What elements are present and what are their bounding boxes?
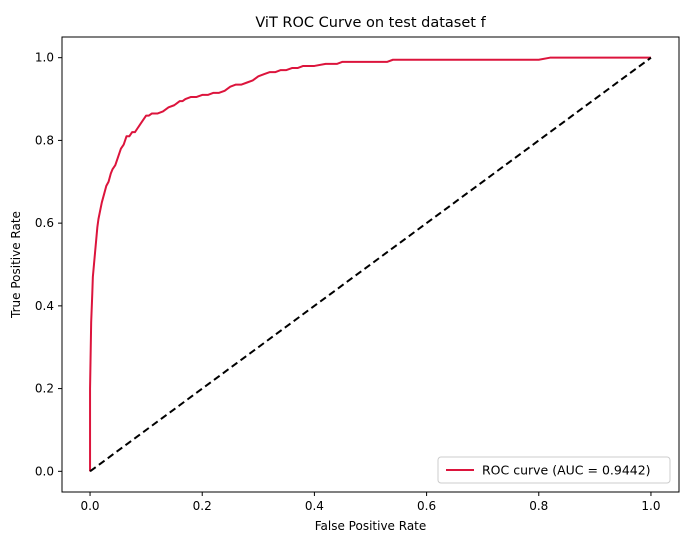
y-tick-label: 0.2 <box>35 382 54 396</box>
y-tick-label: 1.0 <box>35 51 54 65</box>
legend-label-roc: ROC curve (AUC = 0.9442) <box>482 463 651 478</box>
y-tick-label: 0.8 <box>35 133 54 147</box>
chance-diagonal-line <box>89 56 652 473</box>
x-tick-label: 0.0 <box>80 499 99 513</box>
y-axis: 0.0 0.2 0.4 0.6 0.8 1.0 <box>35 51 62 478</box>
x-axis-label: False Positive Rate <box>315 519 427 533</box>
x-tick-label: 0.2 <box>193 499 212 513</box>
y-tick-label: 0.6 <box>35 216 54 230</box>
x-tick-label: 1.0 <box>641 499 660 513</box>
x-axis: 0.0 0.2 0.4 0.6 0.8 1.0 <box>80 492 661 513</box>
legend-box <box>437 456 671 484</box>
x-tick-label: 0.4 <box>305 499 324 513</box>
legend: ROC curve (AUC = 0.9442) <box>437 456 671 484</box>
plot-area <box>89 56 652 473</box>
y-tick-label: 0.0 <box>35 464 54 478</box>
y-axis-label: True Positive Rate <box>9 211 23 319</box>
plot-frame <box>61 36 680 493</box>
x-tick-label: 0.6 <box>417 499 436 513</box>
x-tick-label: 0.8 <box>529 499 548 513</box>
roc-curve-line <box>89 56 651 472</box>
y-tick-label: 0.4 <box>35 299 54 313</box>
chart-title: ViT ROC Curve on test dataset f <box>255 15 486 31</box>
